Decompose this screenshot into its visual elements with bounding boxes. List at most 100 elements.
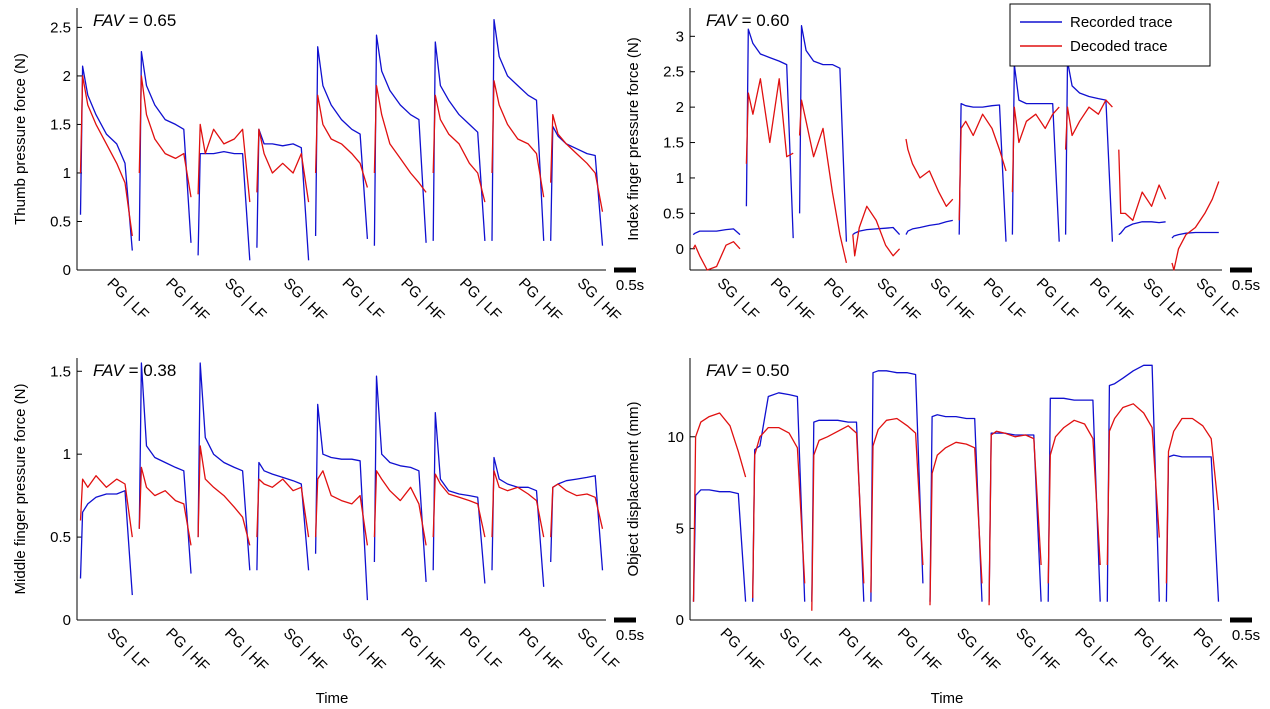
trial-label: PG | LF: [456, 625, 504, 673]
scale-bar-label: 0.5s: [1232, 277, 1260, 294]
y-axis-label: Object displacement (mm): [625, 401, 642, 576]
trial-label: PG | LF: [339, 275, 387, 323]
decoded-trace-trial: [314, 94, 369, 188]
chart-panel-3: 0 0.5 1 1.5 Middle finger pressure force (N)…: [12, 358, 644, 675]
recorded-trace-trial: [256, 461, 310, 571]
decoded-trace-trial: [692, 412, 747, 602]
decoded-trace-trial: [929, 441, 983, 606]
scale-bar-label: 0.5s: [616, 627, 644, 644]
recorded-trace-trial: [692, 228, 741, 236]
decoded-trace-trial: [256, 128, 310, 203]
recorded-trace-trial: [491, 456, 545, 587]
trial-label: SG | LF: [104, 625, 152, 673]
recorded-trace-trial: [550, 125, 604, 246]
recorded-trace-trial: [958, 102, 1007, 242]
trial-label: SG | HF: [280, 625, 330, 675]
recorded-trace-trial: [256, 128, 310, 261]
y-tick-label: 0: [676, 241, 684, 258]
recorded-trace-trial: [314, 46, 369, 239]
decoded-trace-trial: [811, 425, 865, 611]
decoded-trace-trial: [491, 80, 545, 198]
recorded-trace-trial: [752, 392, 806, 602]
y-tick-label: 1.5: [663, 135, 684, 152]
decoded-trace-trial: [745, 78, 794, 164]
trial-label: SG | HF: [280, 275, 330, 325]
recorded-trace-trial: [197, 362, 251, 571]
fav-label: FAV: [93, 11, 126, 30]
trial-label: PG | HF: [221, 625, 271, 675]
y-tick-label: 2.5: [663, 64, 684, 81]
decoded-trace-trial: [1165, 417, 1220, 584]
decoded-trace-trial: [432, 94, 486, 203]
recorded-trace-trial: [1047, 397, 1101, 602]
trial-label: SG | HF: [953, 625, 1003, 675]
decoded-trace-trial: [870, 417, 924, 593]
decoded-trace-trial: [752, 426, 806, 599]
chart-panel-4: 0 5 10 Object displacement (mm) FAV = 0.50 PG…: [625, 358, 1260, 675]
recorded-trace-trial: [197, 150, 251, 261]
trial-label: PG | HF: [717, 625, 767, 675]
decoded-trace-trial: [432, 473, 486, 538]
trial-label: PG | LF: [980, 275, 1028, 323]
decoded-trace-trial: [958, 113, 1007, 221]
y-tick-label: 1: [63, 446, 71, 463]
trial-label: SG | LF: [714, 275, 762, 323]
recorded-trace-trial: [745, 28, 794, 239]
y-tick-label: 1.5: [50, 116, 71, 133]
trial-label: PG | LF: [1071, 625, 1119, 673]
decoded-trace-trial: [1106, 403, 1160, 566]
decoded-trace-trial: [314, 470, 369, 546]
recorded-trace-trial: [373, 34, 427, 246]
chart-panel-1: 0 0.5 1 1.5 2 2.5 Thumb pressure force (N) FAV …: [12, 8, 644, 325]
recorded-trace-trial: [1011, 63, 1060, 242]
recorded-trace-trial: [929, 414, 983, 602]
decoded-trace-trial: [197, 445, 251, 546]
decoded-trace-trial: [138, 75, 192, 198]
recorded-trace-trial: [988, 432, 1042, 602]
trial-label: SG | HF: [1012, 625, 1062, 675]
y-axis-label: Thumb pressure force (N): [12, 53, 29, 225]
fav-annotation: FAV = 0.50: [706, 361, 789, 380]
scale-bar-label: 0.5s: [616, 277, 644, 294]
decoded-trace-trial: [491, 470, 545, 538]
recorded-trace-trial: [373, 375, 427, 582]
recorded-trace-trial: [138, 362, 192, 574]
decoded-trace-trial: [1047, 419, 1101, 584]
y-tick-label: 2: [676, 99, 684, 116]
recorded-trace-trial: [491, 18, 545, 241]
trial-label: PG | HF: [767, 275, 817, 325]
recorded-trace-trial: [1171, 231, 1219, 239]
trial-label: SG | LF: [776, 625, 824, 673]
recorded-trace-trial: [852, 226, 901, 236]
recorded-trace-trial: [314, 403, 369, 601]
recorded-trace-trial: [550, 475, 604, 571]
decoded-trace-trial: [197, 123, 251, 203]
decoded-trace-trial: [1118, 149, 1167, 222]
x-axis-label-left: Time: [316, 690, 349, 707]
y-axis-label: Middle finger pressure force (N): [12, 384, 29, 595]
recorded-trace-trial: [79, 65, 133, 251]
trial-label: PG | HF: [162, 625, 212, 675]
trial-label: SG | HF: [339, 625, 389, 675]
trial-label: PG | LF: [456, 275, 504, 323]
fav-label: FAV: [93, 361, 126, 380]
recorded-trace-trial: [79, 490, 133, 596]
recorded-trace-trial: [692, 489, 747, 602]
y-tick-label: 2.5: [50, 19, 71, 36]
decoded-trace-trial: [905, 138, 954, 207]
trial-label: PG | HF: [894, 625, 944, 675]
decoded-trace-trial: [79, 475, 133, 538]
recorded-trace-trial: [1064, 60, 1114, 242]
decoded-trace-trial: [1171, 181, 1220, 271]
trial-label: PG | HF: [162, 275, 212, 325]
decoded-trace-trial: [1064, 99, 1113, 150]
decoded-trace-trial: [852, 205, 901, 257]
decoded-trace-trial: [373, 470, 427, 546]
recorded-trace-trial: [1165, 454, 1220, 602]
recorded-trace-trial: [905, 219, 953, 235]
trial-label: PG | HF: [397, 275, 447, 325]
fav-label: FAV: [706, 361, 739, 380]
trial-label: SG | LF: [221, 275, 269, 323]
decoded-trace-trial: [256, 478, 310, 538]
fav-annotation: FAV = 0.65: [93, 11, 176, 30]
